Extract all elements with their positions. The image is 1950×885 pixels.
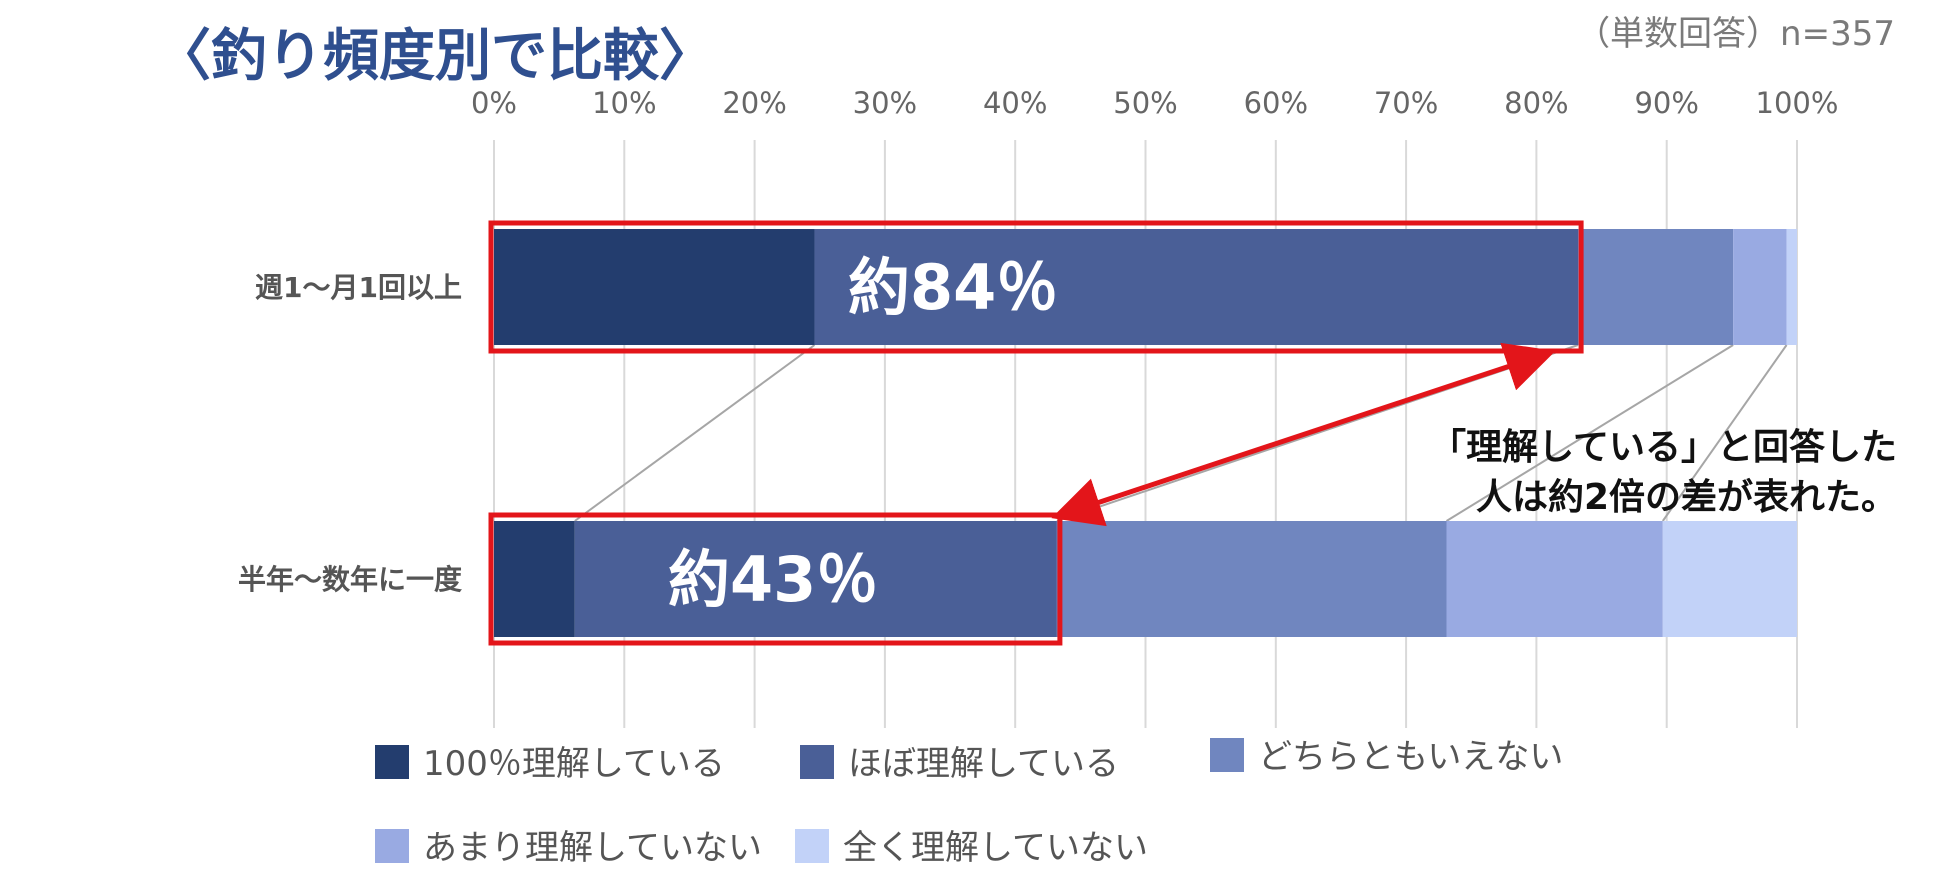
legend-item: 全く理解していない <box>795 828 1148 868</box>
x-tick-label: 100% <box>1756 86 1839 120</box>
double-arrow <box>1051 342 1556 527</box>
bar-segment <box>494 521 575 637</box>
legend-item: ほぼ理解している <box>800 744 1119 784</box>
bar-segment <box>1733 229 1787 345</box>
bar-segment <box>1662 521 1797 637</box>
legend-label: 100％理解している <box>423 744 725 784</box>
x-tick-label: 30% <box>853 86 917 120</box>
series-line <box>574 344 816 522</box>
bar-segment <box>1578 229 1734 345</box>
x-tick-label: 0% <box>471 86 517 120</box>
category-label: 半年～数年に一度 <box>238 563 462 596</box>
bar-segment <box>574 521 1057 637</box>
legend-label: あまり理解していない <box>423 828 762 868</box>
legend-item: どちらともいえない <box>1210 737 1563 777</box>
legend-swatch <box>375 829 409 863</box>
x-tick-label: 10% <box>592 86 656 120</box>
legend-swatch <box>375 745 409 779</box>
legend-label: どちらともいえない <box>1258 737 1563 777</box>
sample-size-note: （単数回答）n=357 <box>1576 14 1895 54</box>
category-label: 週1～月1回以上 <box>255 271 462 304</box>
legend-swatch <box>1210 738 1244 772</box>
x-tick-label: 80% <box>1504 86 1568 120</box>
annotation-note-line: 「理解している」と回答した <box>1430 427 1897 468</box>
x-tick-label: 40% <box>983 86 1047 120</box>
bar-segment <box>1056 521 1447 637</box>
highlight-annotations: 約84％ 約43％ <box>488 220 1584 646</box>
x-tick-label: 20% <box>722 86 786 120</box>
x-tick-label: 70% <box>1374 86 1438 120</box>
bar-segment <box>1446 521 1663 637</box>
legend-label: ほぼ理解している <box>848 744 1119 784</box>
legend-swatch <box>795 829 829 863</box>
highlight-box <box>488 512 1063 646</box>
bar-segment <box>814 229 1579 345</box>
highlight-box <box>488 220 1584 354</box>
annotation-note-line: 人は約2倍の差が表れた。 <box>1476 477 1897 518</box>
legend-item: あまり理解していない <box>375 828 762 868</box>
x-tick-label: 60% <box>1244 86 1308 120</box>
x-tick-label: 90% <box>1634 86 1698 120</box>
chart-title: 〈釣り頻度別で比較〉 <box>155 24 715 89</box>
legend-label: 全く理解していない <box>843 828 1148 868</box>
legend-item: 100％理解している <box>375 744 725 784</box>
highlight-label: 約84％ <box>848 251 1058 324</box>
series-line <box>1661 344 1788 522</box>
bar-segment <box>494 229 815 345</box>
bar-segment <box>1786 229 1797 345</box>
legend-swatch <box>800 745 834 779</box>
x-tick-label: 50% <box>1113 86 1177 120</box>
x-axis-ticks: 0% 10% 20% 30% 40% 50% 60% 70% 80% 90% 100% <box>471 86 1838 120</box>
bar-segments <box>494 229 1797 637</box>
highlight-label: 約43％ <box>668 543 878 616</box>
